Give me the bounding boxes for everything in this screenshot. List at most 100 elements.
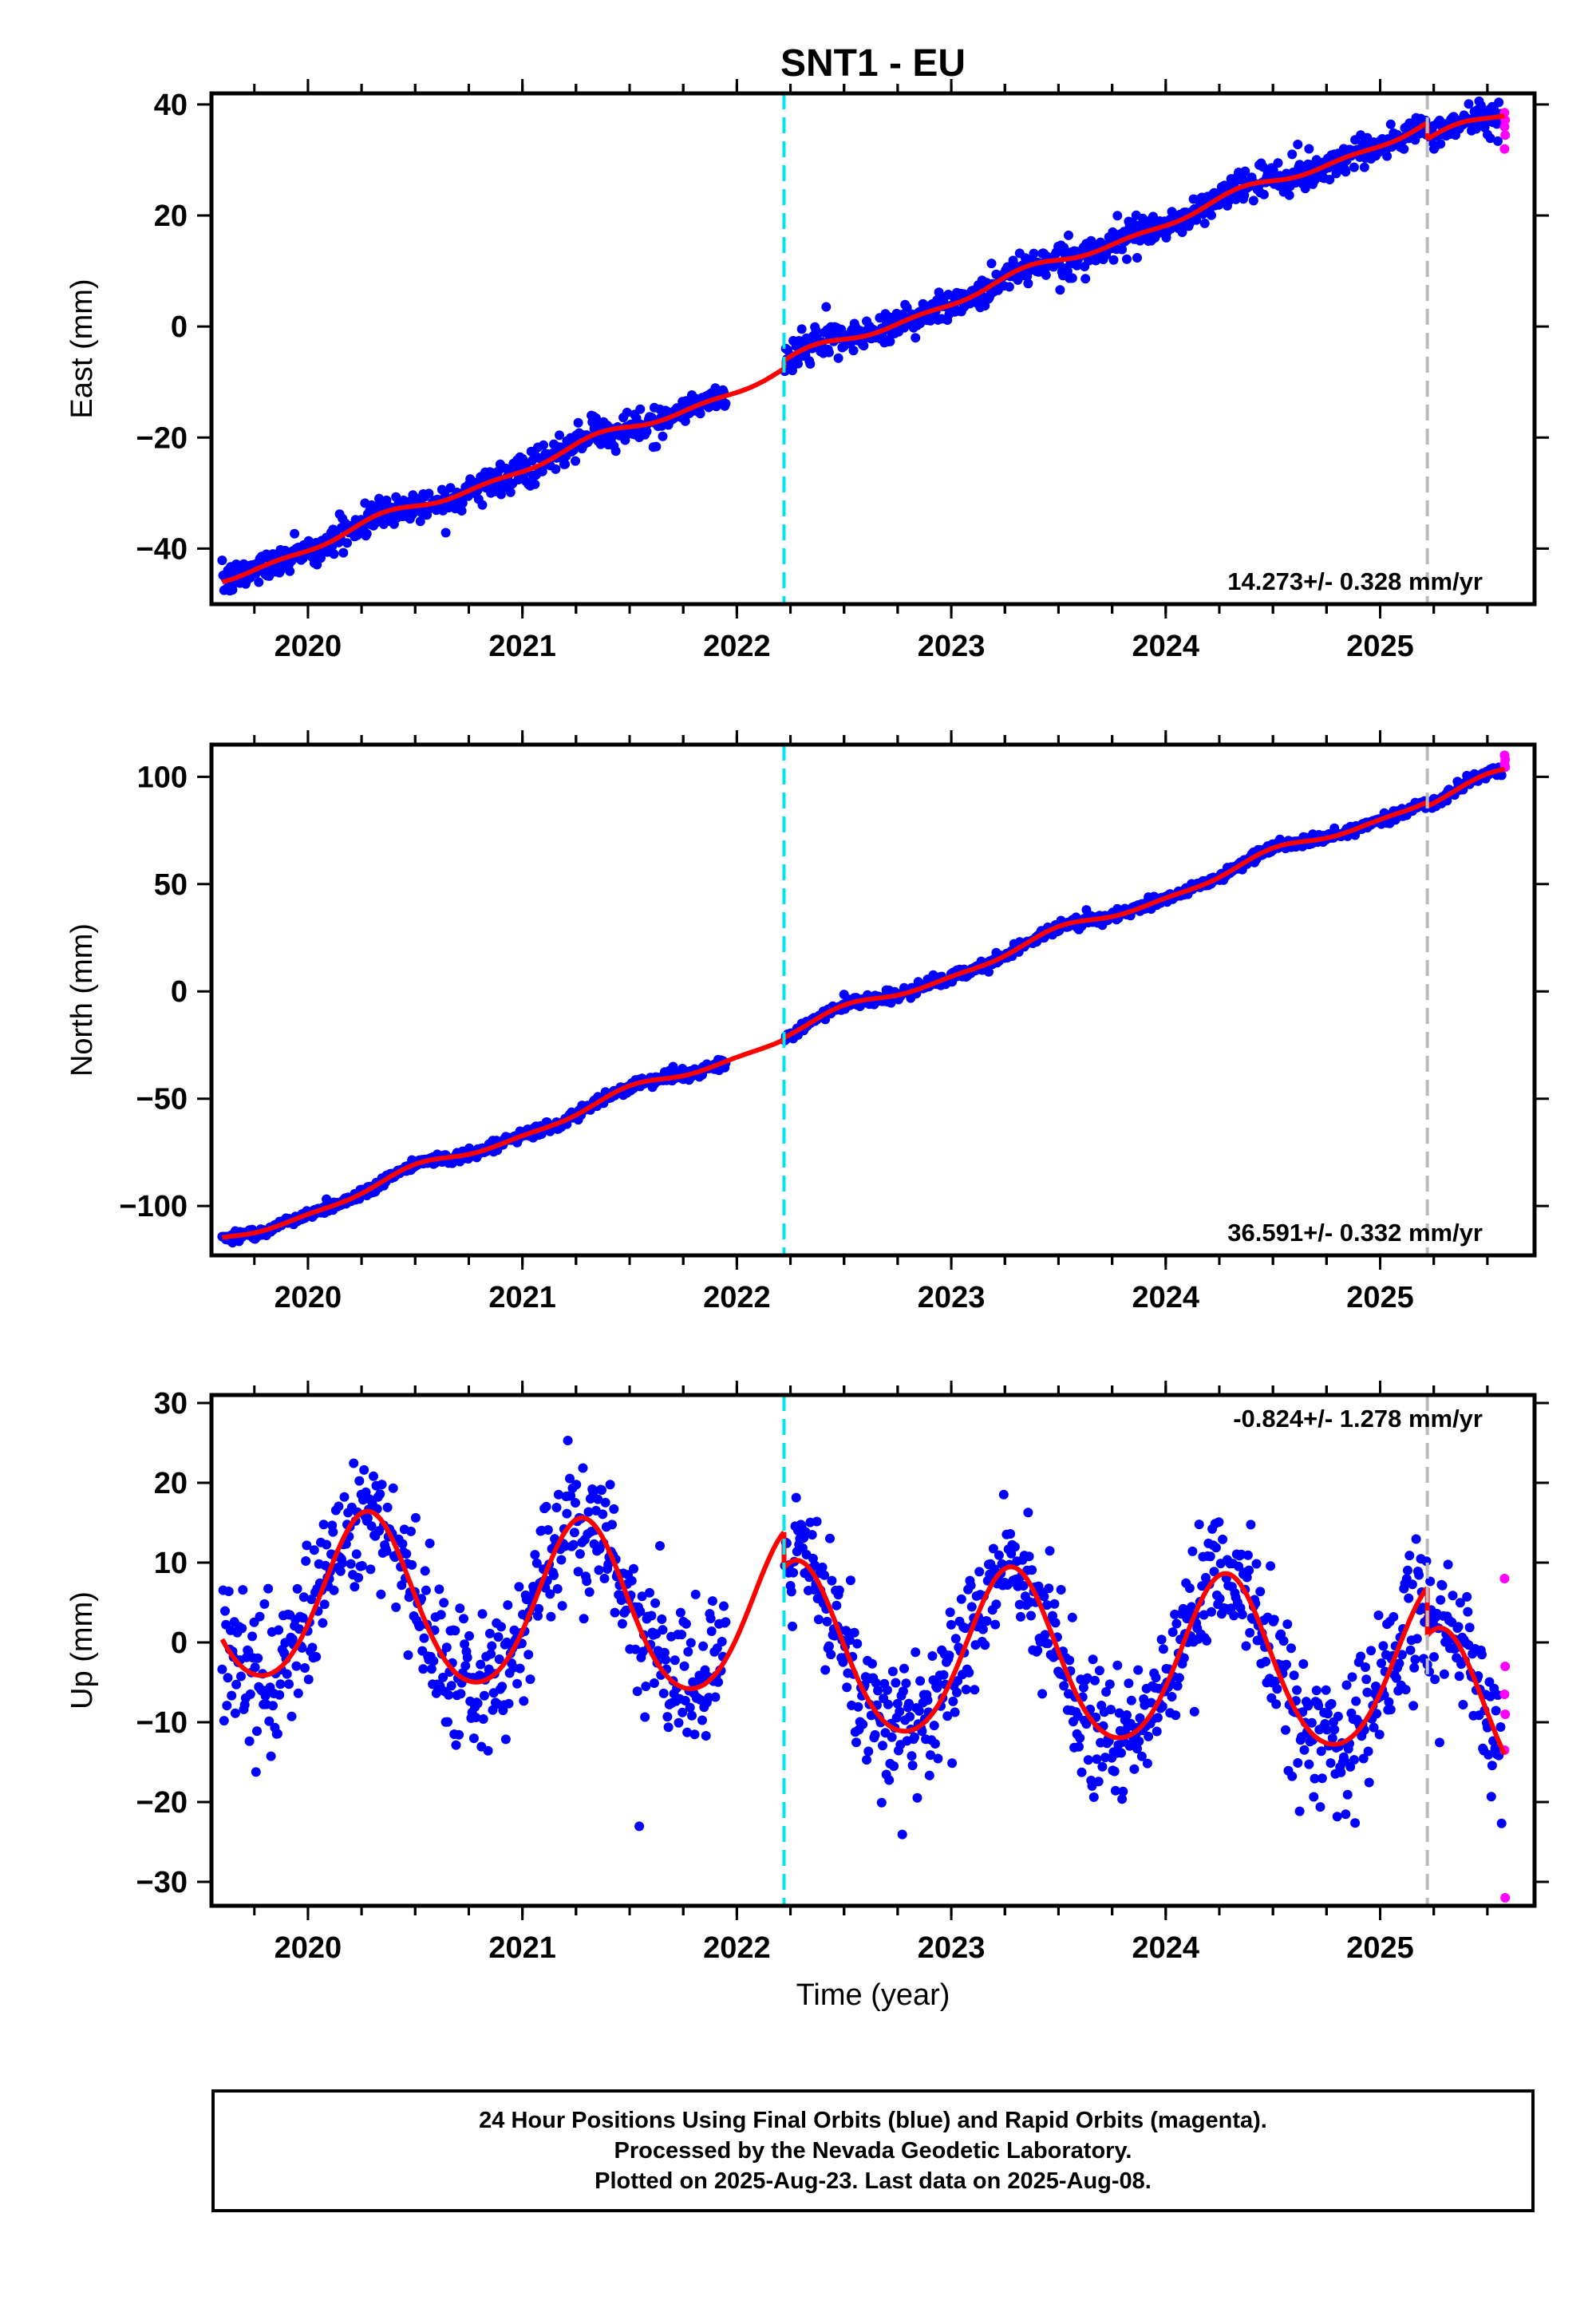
- data-point: [622, 407, 632, 417]
- data-point: [1491, 1705, 1501, 1716]
- data-point: [1009, 1542, 1020, 1552]
- data-point: [832, 1600, 842, 1611]
- data-point: [598, 1509, 608, 1520]
- data-point: [250, 1662, 260, 1673]
- data-point: [259, 1599, 270, 1609]
- data-point: [1483, 1749, 1494, 1760]
- data-point: [719, 1601, 729, 1611]
- y-tick-label: −50: [136, 1083, 188, 1117]
- data-point: [685, 1638, 696, 1648]
- data-point: [721, 398, 731, 409]
- y-tick-label: 50: [154, 868, 188, 902]
- plot-frame: [209, 742, 1537, 1258]
- data-point: [852, 1638, 863, 1649]
- data-point: [441, 1642, 452, 1653]
- data-point: [946, 1619, 956, 1630]
- data-point: [600, 1497, 610, 1508]
- data-point: [1385, 1705, 1396, 1715]
- data-point: [1327, 1733, 1337, 1743]
- data-point: [821, 302, 832, 312]
- data-point: [658, 431, 668, 441]
- data-point: [456, 506, 467, 516]
- data-point: [451, 1740, 461, 1750]
- data-point: [502, 1637, 512, 1647]
- velocity-label: 36.591+/- 0.332 mm/yr: [1227, 1219, 1483, 1247]
- data-point: [820, 1570, 829, 1580]
- data-point: [496, 1622, 506, 1632]
- data-point: [1246, 1520, 1256, 1530]
- data-point: [842, 1682, 852, 1693]
- data-point: [338, 547, 349, 558]
- data-point: [462, 1652, 472, 1662]
- data-point: [1092, 1754, 1102, 1765]
- plot-frame: [209, 1393, 1537, 1908]
- data-point: [1349, 1755, 1359, 1765]
- data-point: [1059, 1681, 1069, 1691]
- data-point: [1050, 1618, 1061, 1628]
- data-point: [552, 1583, 563, 1594]
- y-tick-label: 0: [171, 975, 188, 1009]
- data-point: [1133, 1665, 1144, 1675]
- data-point: [1074, 1741, 1084, 1752]
- data-point: [1269, 1614, 1279, 1625]
- data-point: [556, 1555, 567, 1565]
- data-point: [1118, 1786, 1128, 1796]
- data-point: [899, 1663, 909, 1674]
- data-point: [425, 1538, 435, 1548]
- data-point: [635, 1607, 646, 1617]
- data-point: [1258, 189, 1269, 200]
- data-point: [274, 1625, 284, 1635]
- data-point: [219, 1716, 229, 1726]
- data-point: [848, 346, 859, 356]
- footer-line-orbits: 24 Hour Positions Using Final Orbits (bl…: [479, 2108, 1267, 2133]
- data-point: [1399, 144, 1409, 154]
- data-point: [1065, 1655, 1075, 1666]
- data-point: [892, 1698, 903, 1709]
- y-axis-label: Up (mm): [65, 1591, 99, 1709]
- data-point: [1187, 1546, 1198, 1556]
- data-point: [634, 1821, 645, 1832]
- data-point: [805, 359, 816, 369]
- data-point: [980, 301, 990, 310]
- data-point: [1189, 1706, 1199, 1717]
- data-point: [231, 1679, 242, 1690]
- data-point: [1080, 274, 1091, 284]
- data-point: [460, 1639, 470, 1650]
- data-point: [1248, 196, 1258, 206]
- data-point: [1041, 270, 1051, 280]
- data-point: [1146, 1697, 1156, 1708]
- data-point: [793, 358, 803, 369]
- data-point: [1240, 166, 1250, 176]
- data-point: [455, 1603, 465, 1614]
- data-point: [486, 1649, 496, 1659]
- data-point: [1093, 1777, 1104, 1787]
- data-point: [1408, 1701, 1419, 1711]
- data-point: [1394, 1658, 1404, 1669]
- data-point: [948, 1696, 958, 1706]
- data-point: [911, 1647, 921, 1658]
- data-point: [424, 488, 434, 499]
- rapid-data-point: [1499, 1574, 1510, 1583]
- data-point: [926, 1750, 935, 1761]
- data-point: [227, 1690, 237, 1701]
- data-point: [264, 1716, 275, 1726]
- data-point: [419, 1633, 429, 1643]
- data-point: [1026, 1611, 1036, 1621]
- y-tick-label: 20: [154, 1467, 188, 1500]
- data-point: [303, 1674, 314, 1685]
- data-point: [1109, 1766, 1120, 1777]
- data-point: [721, 1617, 731, 1627]
- data-point: [630, 1644, 641, 1654]
- data-point: [1363, 1746, 1373, 1757]
- data-point: [593, 1494, 603, 1504]
- data-point: [454, 1729, 464, 1740]
- data-point: [961, 1685, 971, 1694]
- data-point: [543, 1525, 553, 1535]
- data-point: [1377, 1658, 1386, 1668]
- data-point: [878, 1741, 887, 1751]
- x-tick-label: 2021: [488, 630, 556, 663]
- data-point: [357, 1561, 367, 1571]
- data-point: [1067, 273, 1077, 283]
- data-point: [1152, 1713, 1163, 1723]
- data-point: [1496, 1818, 1507, 1828]
